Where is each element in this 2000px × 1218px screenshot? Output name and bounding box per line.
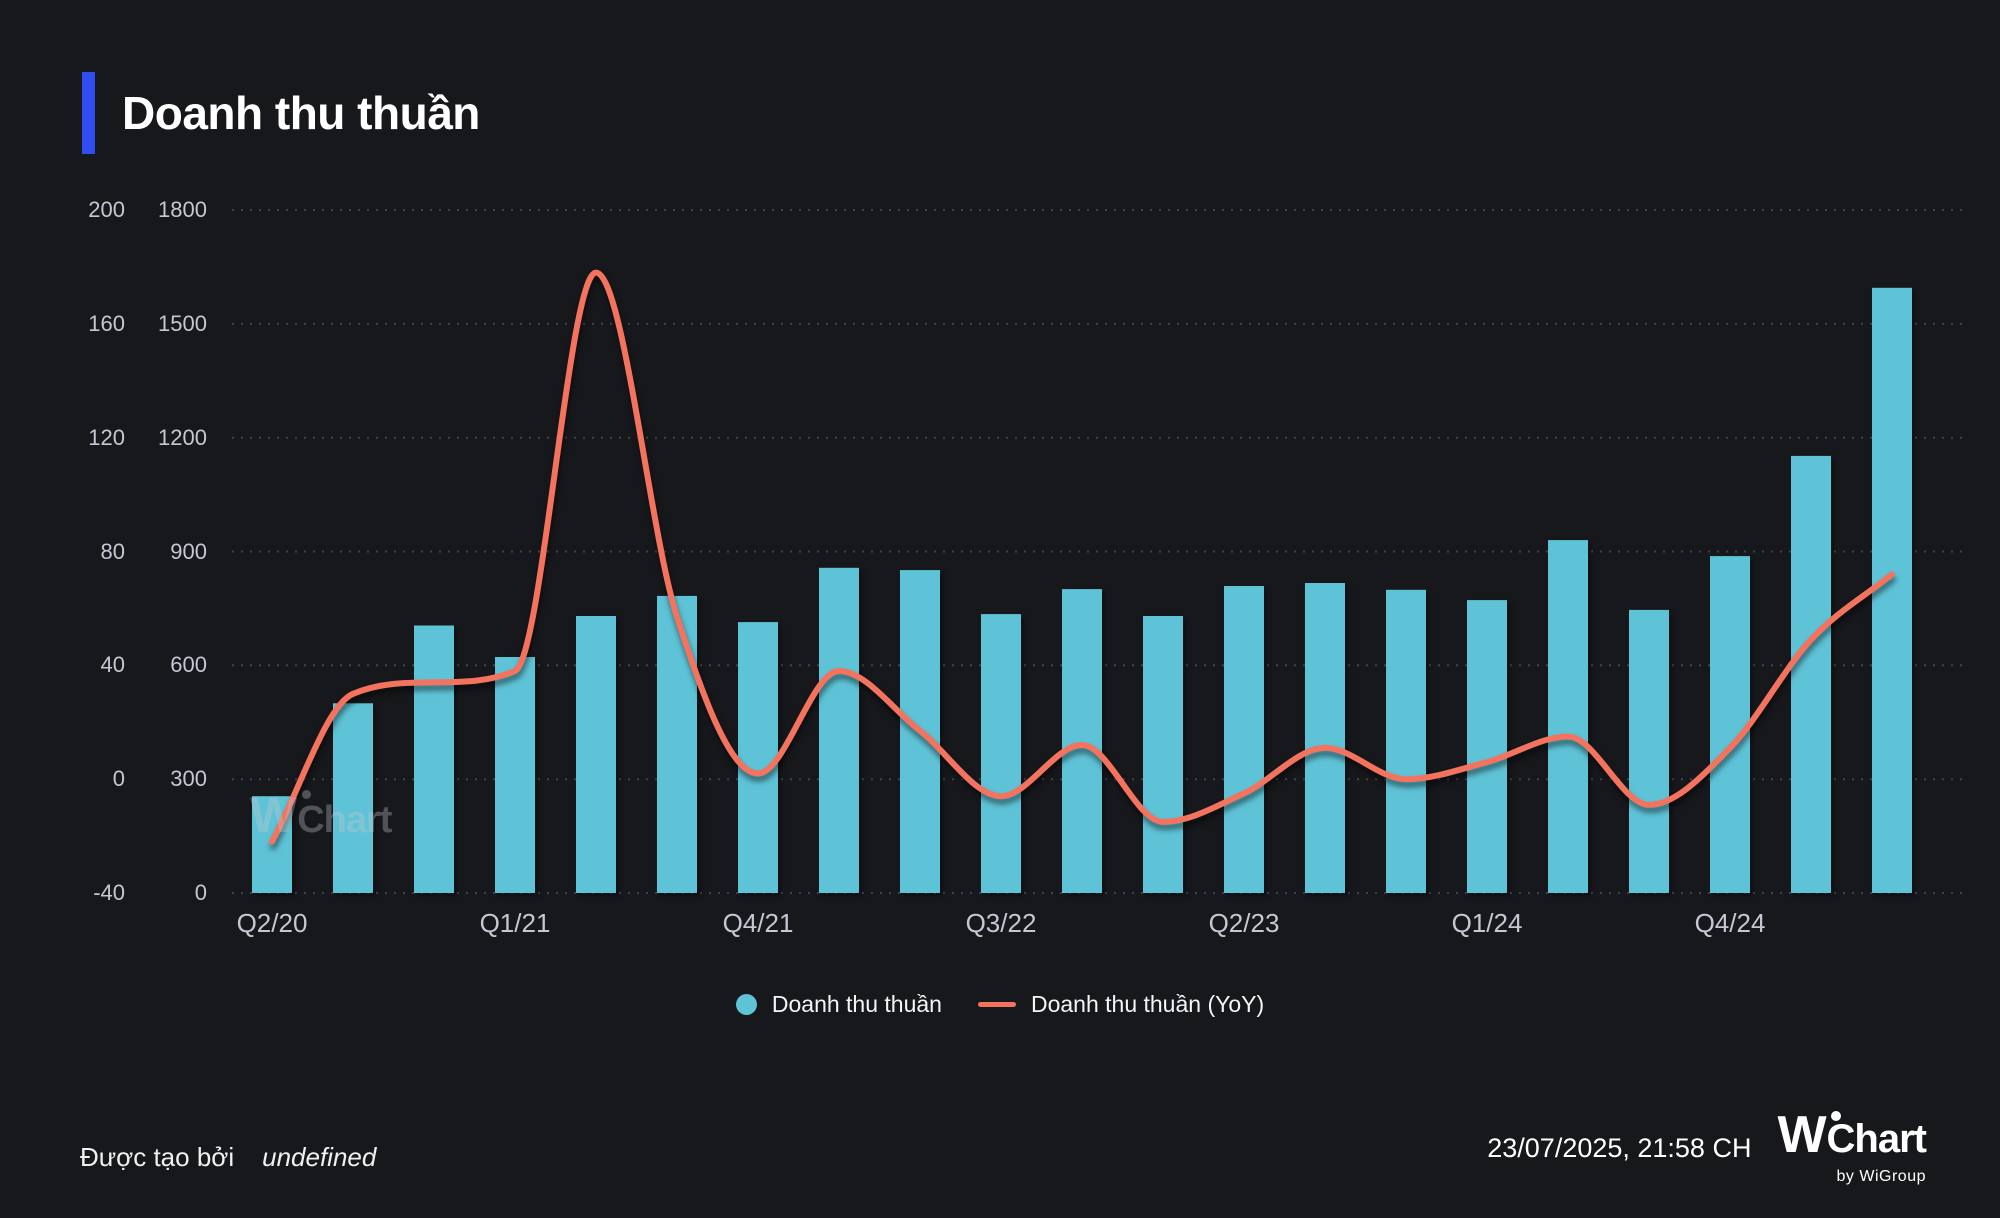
revenue-bar (1467, 600, 1507, 893)
revenue-bar (1224, 586, 1264, 893)
revenue-bar (981, 614, 1021, 893)
created-by-text: Được tạo bởi (80, 1141, 235, 1172)
legend-bar-label: Doanh thu thuần (771, 990, 942, 1017)
footer-credit: Được tạo bởi undefined (80, 1136, 376, 1178)
y-tick-value: 1500 (158, 311, 207, 336)
revenue-bars (252, 287, 1912, 893)
x-tick-label: Q2/23 (1208, 908, 1280, 938)
title-accent-bar (82, 72, 95, 154)
x-tick-label: Q1/21 (479, 908, 551, 938)
logo-chart: Chart (1826, 1116, 1927, 1161)
revenue-bar (819, 567, 859, 893)
logo-i-dot-icon (1831, 1110, 1842, 1121)
page-title: Doanh thu thuần (122, 87, 480, 139)
revenue-bar (333, 703, 373, 893)
legend: Doanh thu thuần Doanh thu thuần (YoY) (0, 982, 2000, 1026)
wichart-watermark: W Chart (250, 786, 392, 844)
y-tick-percent: 0 (112, 766, 125, 791)
y-tick-percent: 80 (100, 539, 125, 564)
logo-byline: by WiGroup (1836, 1167, 1926, 1185)
x-tick-label: Q4/21 (722, 908, 794, 938)
x-tick-label: Q1/24 (1451, 908, 1523, 938)
revenue-bar (1872, 287, 1912, 893)
watermark-w: W (250, 787, 298, 843)
y-axis-percent: 200 160 120 80 40 0 -40 (20, 0, 125, 950)
revenue-bar (1305, 583, 1345, 893)
y-tick-value: 600 (170, 652, 207, 677)
y-tick-percent: -40 (93, 880, 125, 905)
y-tick-value: 1800 (158, 197, 207, 222)
y-tick-percent: 200 (88, 197, 125, 222)
watermark-i-dot-icon (302, 790, 311, 799)
footer-right: 23/07/2025, 21:58 CH W Chart by WiGroup (1487, 1108, 1927, 1188)
x-tick-label: Q4/24 (1694, 908, 1766, 938)
logo-w: W (1777, 1105, 1827, 1164)
legend-item-revenue[interactable]: Doanh thu thuần (735, 990, 942, 1018)
revenue-bar (738, 622, 778, 893)
revenue-bar (1548, 540, 1588, 893)
revenue-bar (657, 595, 697, 893)
revenue-bar (1791, 455, 1831, 893)
watermark-chart: Chart (297, 799, 392, 841)
y-tick-percent: 40 (100, 652, 125, 677)
revenue-bar (1143, 616, 1183, 893)
legend-item-yoy[interactable]: Doanh thu thuần (YoY) (942, 991, 1264, 1018)
revenue-bar (1710, 556, 1750, 893)
wichart-wordmark: W Chart (1777, 1109, 1927, 1172)
y-tick-value: 1200 (158, 425, 207, 450)
revenue-bar (1062, 589, 1102, 893)
revenue-bar (576, 616, 616, 893)
y-tick-percent: 160 (88, 311, 125, 336)
revenue-bar (495, 657, 535, 893)
yoy-line (269, 269, 1895, 845)
revenue-bar (414, 625, 454, 893)
wichart-logo: W Chart by WiGroup (1777, 1109, 1927, 1186)
legend-line-label: Doanh thu thuần (YoY) (1030, 990, 1265, 1017)
x-tick-label: Q3/22 (965, 908, 1037, 938)
y-axis-value: 1800 1500 1200 900 600 300 0 (118, 0, 207, 950)
legend-bar-swatch-icon (735, 993, 757, 1015)
x-axis: Q2/20 Q1/21 Q4/21 Q3/22 Q2/23 Q1/24 Q4/24 (236, 908, 1766, 938)
revenue-bar (1629, 609, 1669, 893)
revenue-bar (1386, 589, 1426, 893)
author-text: undefined (262, 1141, 377, 1172)
x-tick-label: Q2/20 (236, 908, 308, 938)
y-tick-value: 300 (170, 766, 207, 791)
timestamp: 23/07/2025, 21:58 CH (1487, 1132, 1752, 1163)
y-tick-value: 0 (194, 880, 207, 905)
y-tick-value: 900 (170, 539, 207, 564)
legend-line-swatch-icon (977, 1001, 1016, 1007)
y-tick-percent: 120 (88, 425, 125, 450)
